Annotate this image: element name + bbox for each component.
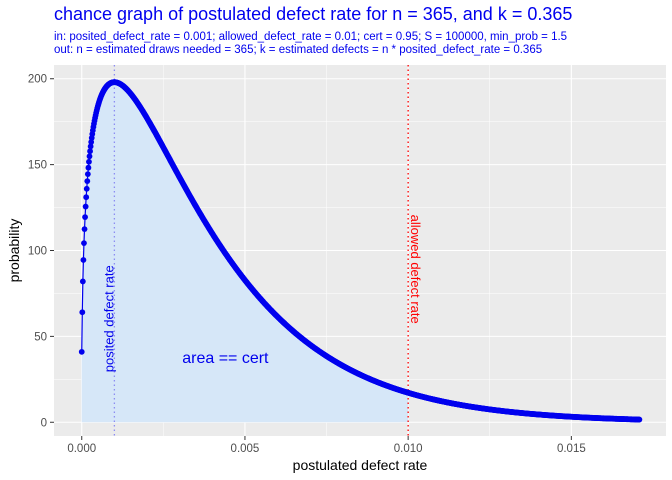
probability-points [78,79,643,423]
x-axis-ticks: 0.000 0.005 0.010 0.015 [67,436,586,455]
y-axis-title: probability [6,219,22,283]
data-point [82,214,88,221]
x-tick-label: 0.015 [557,443,586,455]
data-point [636,416,643,423]
data-point [84,171,91,178]
chart-subtitle-out: out: n = estimated draws needed = 365; k… [54,44,543,56]
x-tick-label: 0.000 [67,443,96,455]
y-tick-label: 0 [41,417,47,429]
y-tick-label: 100 [28,246,47,258]
shaded-area [81,82,409,423]
data-point [84,178,91,185]
chart-title: chance graph of postulated defect rate f… [54,4,573,24]
y-tick-label: 200 [28,74,47,86]
allowed-defect-rate-label: allowed defect rate [408,215,423,324]
data-point [83,194,90,201]
x-tick-label: 0.005 [231,443,260,455]
data-point [80,257,87,263]
y-tick-label: 50 [34,331,47,343]
data-point [81,240,87,247]
data-point [86,158,92,165]
data-point [86,153,93,160]
posited-defect-rate-label: posited defect rate [101,265,116,372]
data-point [81,226,88,233]
data-point [87,143,94,150]
data-point [79,278,86,285]
data-point [85,164,92,171]
y-tick-label: 150 [28,160,47,172]
x-tick-label: 0.010 [394,443,423,455]
data-point [83,185,90,192]
x-axis-title: postulated defect rate [293,457,428,473]
area-annotation: area == cert [182,350,269,367]
data-point [82,203,89,210]
data-point [87,148,93,155]
chart-subtitle-in: in: posited_defect_rate = 0.001; allowed… [54,31,568,43]
y-axis-ticks: 0 50 100 150 200 [28,74,54,429]
data-point [79,309,86,316]
data-point [78,348,85,355]
